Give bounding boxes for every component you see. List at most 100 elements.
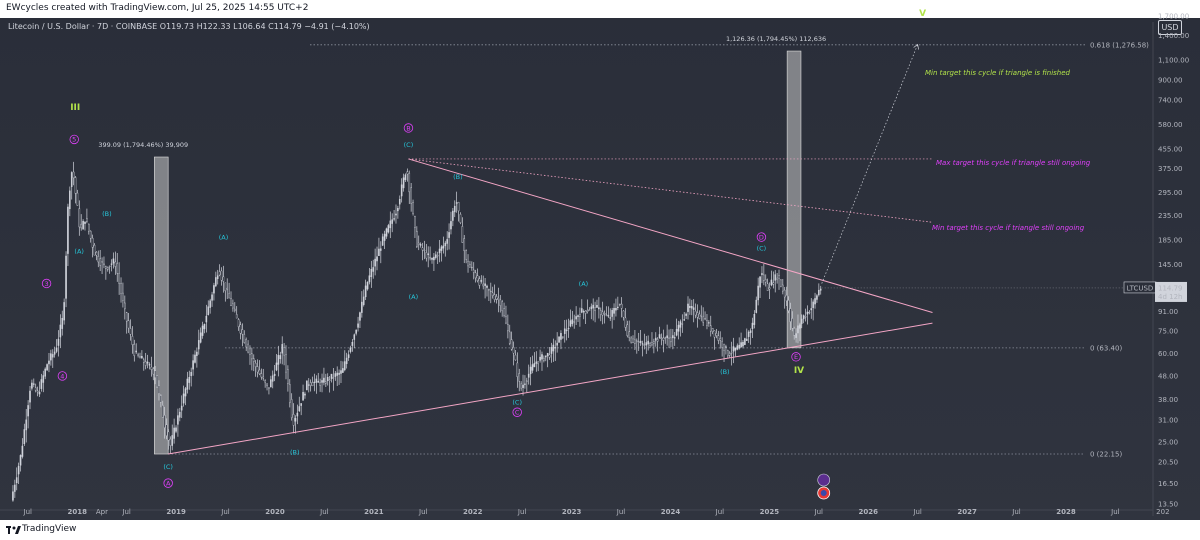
candle-body: [696, 312, 699, 318]
candle-body: [563, 328, 566, 334]
candle-body: [63, 302, 65, 321]
wave-label-circle: [41, 278, 52, 289]
fib-level-label: 0 (63.40): [1090, 344, 1122, 352]
wave-label: 3: [44, 280, 48, 288]
wave-label: B: [406, 124, 410, 132]
candle-body: [800, 318, 803, 324]
candle-body: [122, 292, 124, 301]
candle-body: [213, 285, 215, 294]
candle-body: [241, 329, 244, 335]
wave-label: 4: [60, 372, 64, 380]
candle-body: [36, 390, 39, 393]
candle-body: [763, 274, 765, 281]
x-tick-label: Jul: [1110, 508, 1120, 516]
candle-body: [596, 304, 598, 308]
candle-body: [321, 380, 323, 383]
candle-body: [315, 378, 318, 383]
candle-body: [808, 311, 811, 314]
wave-label: D: [759, 233, 764, 241]
candle-body: [51, 354, 54, 358]
candle-body: [359, 312, 361, 321]
y-tick-label: 145.00: [1158, 261, 1183, 269]
candle-body: [271, 375, 274, 382]
candle-body: [222, 276, 225, 282]
candle-body: [135, 350, 137, 353]
candle-body: [82, 220, 84, 230]
candle-body: [643, 344, 646, 346]
candle-body: [736, 345, 739, 350]
candle-body: [106, 267, 109, 270]
candle-body: [544, 355, 547, 358]
candle-body: [471, 266, 473, 269]
candle-body: [38, 391, 41, 395]
candle-body: [744, 338, 746, 345]
candle-body: [103, 263, 105, 265]
candle-body: [416, 230, 418, 247]
candle-body: [57, 338, 60, 346]
candle-body: [717, 335, 720, 341]
candle-body: [598, 307, 600, 310]
candle-body: [562, 336, 564, 338]
candle-body: [508, 331, 511, 344]
candle-body: [258, 369, 261, 375]
y-tick-label: 16.50: [1158, 480, 1178, 488]
candle-body: [778, 275, 780, 279]
candle-body: [548, 354, 551, 358]
candle-body: [72, 171, 75, 179]
candle-body: [734, 347, 737, 351]
candle-body: [402, 177, 405, 189]
candle-body: [603, 313, 606, 315]
candle-body: [156, 375, 158, 388]
candle-body: [590, 306, 593, 310]
candle-body: [313, 381, 316, 383]
attribution-bar: EWcycles created with TradingView.com, J…: [0, 0, 1200, 18]
candle-body: [768, 287, 771, 290]
currency-button[interactable]: USD: [1158, 20, 1182, 35]
candle-body: [436, 255, 439, 257]
candle-body: [636, 340, 638, 342]
candle-body: [366, 281, 369, 290]
candle-body: [304, 393, 306, 396]
candle-body: [797, 325, 799, 334]
candle-body: [482, 283, 485, 287]
candle-body: [326, 377, 329, 381]
candle-body: [395, 213, 397, 216]
symbol-legend[interactable]: Litecoin / U.S. Dollar · 7D · COINBASE O…: [8, 22, 370, 31]
candle-body: [571, 319, 574, 325]
candle-body: [211, 294, 213, 301]
candle-body: [666, 335, 668, 339]
candle-body: [702, 316, 704, 323]
candle-body: [251, 353, 253, 360]
candle-body: [537, 361, 539, 365]
candle-body: [101, 261, 103, 263]
candle-body: [378, 248, 380, 257]
last-price-label: 114.79: [1158, 284, 1183, 292]
candle-body: [594, 307, 596, 312]
x-tick-label: 2019: [166, 508, 186, 516]
wave-label: III: [70, 103, 80, 113]
candle-body: [353, 334, 356, 340]
x-tick-label: Jul: [517, 508, 527, 516]
candle-body: [772, 282, 775, 285]
candle-body: [435, 254, 437, 258]
x-tick-label: Jul: [912, 508, 922, 516]
candle-body: [336, 372, 338, 376]
candle-body: [380, 248, 382, 251]
candle-body: [33, 383, 35, 385]
candle-body: [169, 438, 172, 446]
wave-label: (B): [453, 173, 463, 181]
candle-body: [177, 415, 179, 425]
candle-body: [167, 431, 170, 441]
y-tick-label: 295.00: [1158, 189, 1183, 197]
candle-body: [575, 316, 577, 320]
candle-body: [19, 455, 22, 466]
candle-body: [740, 342, 742, 348]
y-tick-label: 580.00: [1158, 121, 1183, 129]
target-projection-label: 1,126.36 (1,794.45%) 112,636: [726, 35, 826, 43]
candle-body: [484, 283, 486, 286]
candle-body: [675, 328, 678, 336]
fib-level-label: 0.618 (1,276.58): [1090, 41, 1149, 49]
x-tick-label: 2025: [760, 508, 780, 516]
candle-body: [816, 295, 818, 300]
